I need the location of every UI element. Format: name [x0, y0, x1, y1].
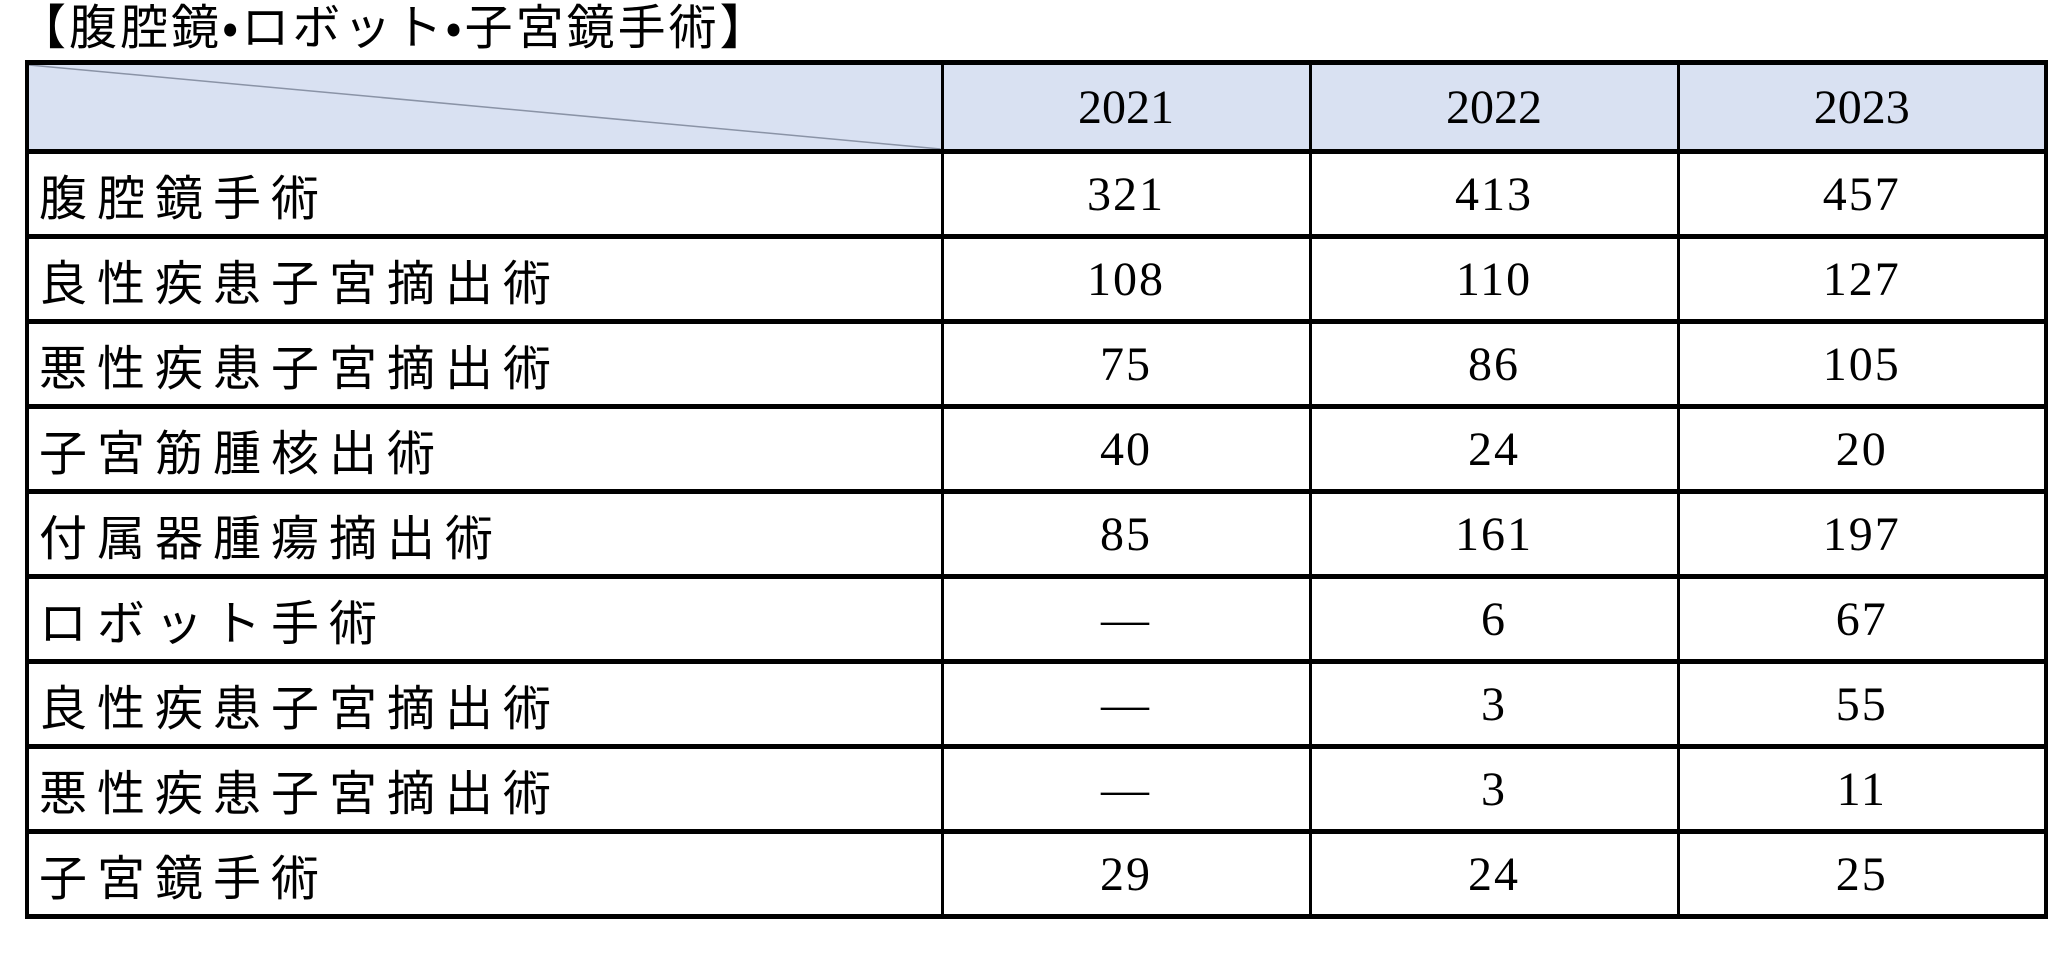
value-cell: 457 [1676, 149, 2048, 239]
value-cell: 413 [1308, 149, 1680, 239]
row-label: 付属器腫瘍摘出術 [25, 489, 944, 579]
value-cell: 55 [1676, 659, 2048, 749]
header-row: 2021 2022 2023 [25, 60, 2048, 154]
value-cell: 86 [1308, 319, 1680, 409]
value-cell: 20 [1676, 404, 2048, 494]
table-row: 子宮筋腫核出術 40 24 20 [25, 404, 2048, 494]
row-label: 子宮鏡手術 [25, 829, 944, 919]
table-row: 子宮鏡手術 29 24 25 [25, 829, 2048, 919]
year-header-2021: 2021 [940, 60, 1312, 154]
row-label: 悪性疾患子宮摘出術 [25, 744, 944, 834]
row-label: 悪性疾患子宮摘出術 [25, 319, 944, 409]
value-cell: 108 [940, 234, 1312, 324]
table-row: 付属器腫瘍摘出術 85 161 197 [25, 489, 2048, 579]
table-row: 悪性疾患子宮摘出術 ― 3 11 [25, 744, 2048, 834]
surgery-stats-table: 2021 2022 2023 腹腔鏡手術 321 413 457 良性疾患子宮摘… [25, 60, 2048, 919]
year-header-2023: 2023 [1676, 60, 2048, 154]
value-cell: 6 [1308, 574, 1680, 664]
table-row: 良性疾患子宮摘出術 ― 3 55 [25, 659, 2048, 749]
value-cell: 3 [1308, 744, 1680, 834]
diagonal-divider-icon [29, 65, 941, 149]
year-header-2022: 2022 [1308, 60, 1680, 154]
value-cell: 29 [940, 829, 1312, 919]
value-cell: 11 [1676, 744, 2048, 834]
value-cell: 75 [940, 319, 1312, 409]
table-row: 良性疾患子宮摘出術 108 110 127 [25, 234, 2048, 324]
row-label: ロボット手術 [25, 574, 944, 664]
table-row: 腹腔鏡手術 321 413 457 [25, 149, 2048, 239]
value-cell: 67 [1676, 574, 2048, 664]
value-cell: 161 [1308, 489, 1680, 579]
page-title: 【腹腔鏡・ロボット・子宮鏡手術】 [18, 2, 771, 55]
value-cell: 25 [1676, 829, 2048, 919]
value-cell: 3 [1308, 659, 1680, 749]
value-cell: 127 [1676, 234, 2048, 324]
row-label: 良性疾患子宮摘出術 [25, 234, 944, 324]
corner-cell [25, 60, 944, 154]
value-cell: 321 [940, 149, 1312, 239]
value-cell: 105 [1676, 319, 2048, 409]
value-cell: 85 [940, 489, 1312, 579]
row-label: 子宮筋腫核出術 [25, 404, 944, 494]
value-cell: 197 [1676, 489, 2048, 579]
value-cell: ― [940, 659, 1312, 749]
row-label: 腹腔鏡手術 [25, 149, 944, 239]
table-row: ロボット手術 ― 6 67 [25, 574, 2048, 664]
value-cell: 110 [1308, 234, 1680, 324]
row-label: 良性疾患子宮摘出術 [25, 659, 944, 749]
table-row: 悪性疾患子宮摘出術 75 86 105 [25, 319, 2048, 409]
value-cell: 24 [1308, 404, 1680, 494]
value-cell: 24 [1308, 829, 1680, 919]
value-cell: ― [940, 574, 1312, 664]
value-cell: 40 [940, 404, 1312, 494]
value-cell: ― [940, 744, 1312, 834]
